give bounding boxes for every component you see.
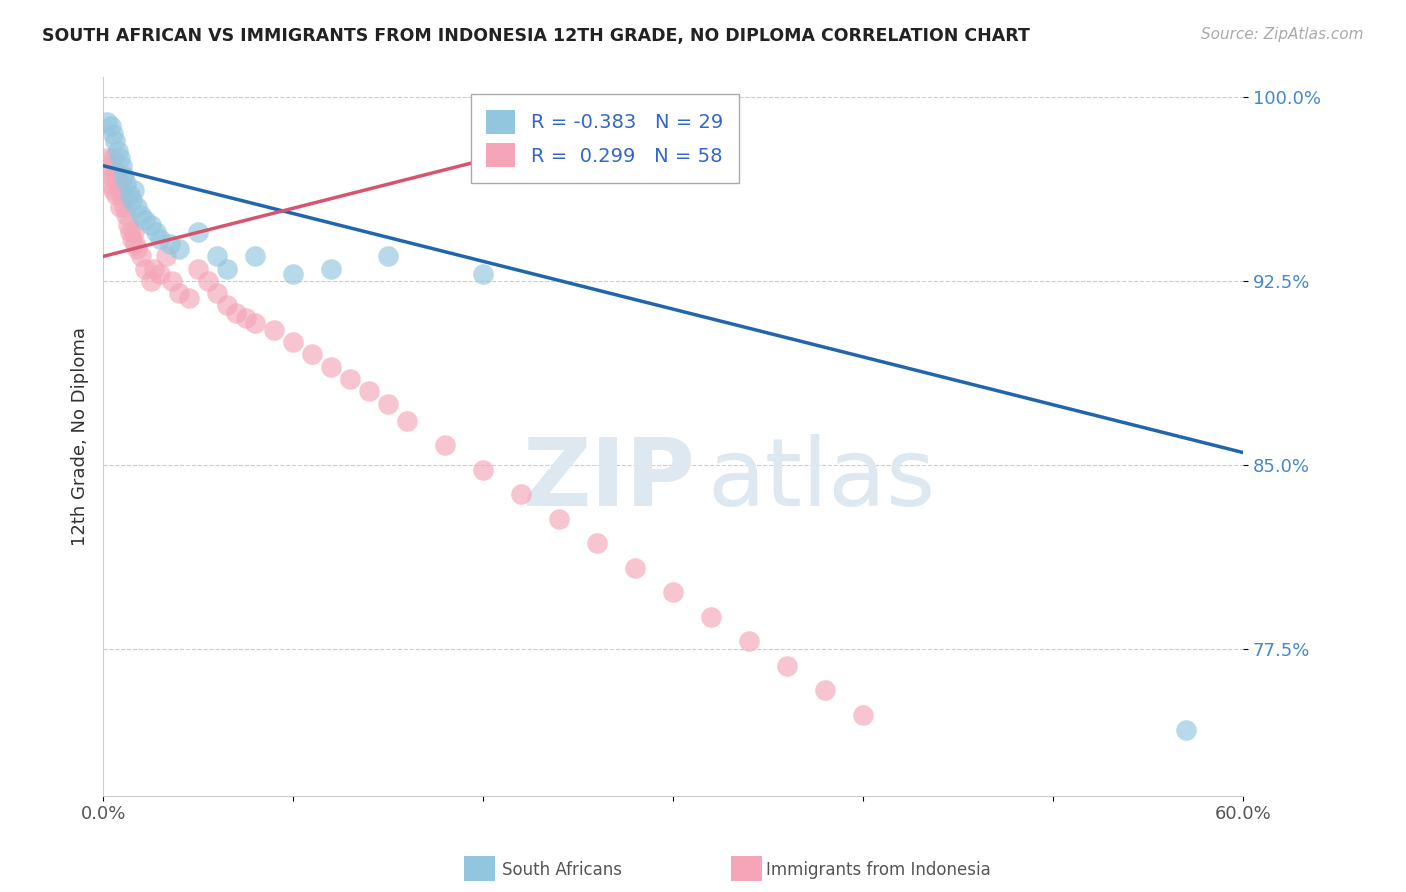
Point: [700, 609, 723, 624]
Point: [339, 372, 361, 386]
Point: [1175, 723, 1198, 737]
Point: [122, 183, 145, 197]
Point: [107, 176, 129, 190]
Text: Source: ZipAtlas.com: Source: ZipAtlas.com: [1201, 27, 1364, 42]
Point: [177, 291, 200, 305]
Point: [434, 438, 457, 452]
Point: [143, 261, 166, 276]
Point: [107, 144, 129, 158]
Point: [96, 152, 118, 166]
Point: [319, 261, 342, 276]
Point: [103, 163, 125, 178]
Point: [662, 585, 685, 599]
Point: [111, 159, 134, 173]
Point: [377, 396, 399, 410]
Point: [118, 225, 141, 239]
Point: [101, 127, 124, 141]
Point: [127, 242, 149, 256]
Point: [738, 634, 761, 648]
Point: [243, 249, 266, 263]
Point: [510, 487, 533, 501]
Point: [472, 463, 495, 477]
Point: [263, 323, 285, 337]
Point: [97, 159, 120, 173]
Point: [121, 193, 143, 207]
Point: [197, 274, 219, 288]
Point: [100, 169, 122, 183]
Point: [149, 267, 172, 281]
Point: [187, 261, 209, 276]
Point: [117, 218, 139, 232]
Point: [243, 316, 266, 330]
Point: [472, 267, 495, 281]
Point: [187, 225, 209, 239]
Text: atlas: atlas: [707, 434, 935, 525]
Point: [145, 225, 167, 239]
Point: [215, 298, 238, 312]
Point: [160, 274, 183, 288]
Point: [301, 347, 323, 361]
Point: [396, 414, 419, 428]
Point: [225, 306, 247, 320]
Point: [129, 249, 152, 263]
Point: [377, 249, 399, 263]
Point: [110, 152, 132, 166]
Text: ZIP: ZIP: [523, 434, 696, 525]
Point: [100, 120, 122, 134]
Point: [139, 218, 162, 232]
Point: [359, 384, 381, 399]
Point: [112, 200, 135, 214]
Point: [129, 208, 152, 222]
Point: [115, 208, 138, 222]
Point: [139, 274, 162, 288]
Legend: R = -0.383   N = 29, R =  0.299   N = 58: R = -0.383 N = 29, R = 0.299 N = 58: [471, 95, 738, 183]
Point: [319, 359, 342, 374]
Point: [115, 176, 138, 190]
Text: SOUTH AFRICAN VS IMMIGRANTS FROM INDONESIA 12TH GRADE, NO DIPLOMA CORRELATION CH: SOUTH AFRICAN VS IMMIGRANTS FROM INDONES…: [42, 27, 1031, 45]
Point: [121, 232, 143, 246]
Point: [624, 561, 647, 575]
Point: [281, 267, 304, 281]
Point: [96, 114, 118, 128]
Point: [103, 134, 125, 148]
Point: [101, 152, 124, 166]
Point: [167, 286, 190, 301]
Text: Immigrants from Indonesia: Immigrants from Indonesia: [766, 861, 991, 879]
Point: [124, 237, 146, 252]
Point: [814, 683, 837, 698]
Point: [155, 249, 177, 263]
Point: [167, 242, 190, 256]
Point: [127, 200, 149, 214]
Point: [105, 169, 128, 183]
Point: [111, 169, 134, 183]
Point: [205, 249, 228, 263]
Point: [586, 536, 609, 550]
Point: [118, 188, 141, 202]
Point: [205, 286, 228, 301]
Point: [159, 237, 181, 252]
Point: [94, 176, 117, 190]
Point: [111, 188, 134, 202]
Point: [281, 335, 304, 350]
Point: [134, 261, 156, 276]
Point: [235, 310, 257, 325]
Point: [776, 658, 799, 673]
Text: South Africans: South Africans: [502, 861, 621, 879]
Point: [215, 261, 238, 276]
Point: [101, 183, 124, 197]
Point: [134, 212, 156, 227]
Point: [110, 200, 132, 214]
Point: [149, 232, 172, 246]
Point: [110, 183, 132, 197]
Point: [105, 188, 128, 202]
Point: [548, 512, 571, 526]
Y-axis label: 12th Grade, No Diploma: 12th Grade, No Diploma: [72, 327, 89, 546]
Point: [122, 225, 145, 239]
Point: [852, 707, 875, 722]
Point: [112, 169, 135, 183]
